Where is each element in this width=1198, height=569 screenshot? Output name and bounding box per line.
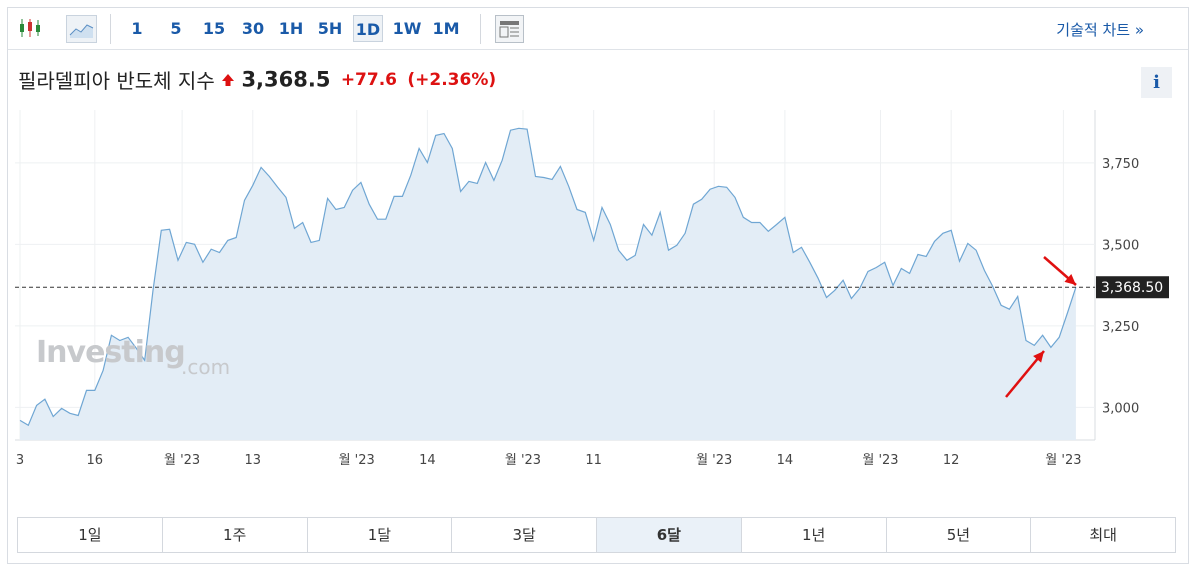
x-tick-label: 3 — [16, 453, 24, 468]
toolbar: 1 5 15 30 1H 5H 1D 1W 1M 기술적 차트 » — [8, 8, 1188, 50]
x-tick-label: 월 '23 — [339, 453, 375, 468]
separator — [110, 14, 111, 44]
x-tick-label: 14 — [419, 453, 436, 468]
range-button[interactable]: 5년 — [885, 518, 1031, 552]
x-tick-label: 16 — [87, 453, 104, 468]
range-selector: 1일 1주 1달 3달 6달 1년 5년 최대 — [17, 517, 1176, 553]
area — [20, 128, 1076, 441]
last-price-box — [1096, 276, 1169, 299]
technical-chart-link[interactable]: 기술적 차트 » — [1056, 21, 1144, 39]
x-tick-label: 월 '23 — [696, 453, 732, 468]
interval-button[interactable]: 5H — [317, 19, 343, 38]
change: +77.6 — [340, 69, 398, 90]
x-tick-label: 11 — [585, 453, 602, 468]
x-tick-label: 월 '23 — [1045, 453, 1081, 468]
up-arrow — [222, 73, 235, 86]
y-tick-label: 3,750 — [1102, 157, 1139, 172]
interval-button[interactable]: 1W — [392, 19, 422, 38]
y-tick-label: 3,500 — [1102, 238, 1139, 253]
y-tick-label: 3,000 — [1102, 401, 1139, 416]
x-tick-label: 월 '23 — [862, 453, 898, 468]
range-button[interactable]: 1주 — [161, 518, 307, 552]
x-tick-label: 13 — [245, 453, 262, 468]
index-name: 필라델피아 반도체 지수 — [18, 69, 215, 93]
annotation-arrowhead — [1033, 351, 1044, 363]
x-tick-label: 12 — [943, 453, 960, 468]
plot: 3,000 3,250 3,500 3,750 3 16 월 '23 13 월 '23 14 월 '… — [15, 110, 1169, 468]
chart: 3,000 3,250 3,500 3,750 3 16 월 '23 13 월 '23 14 월 '… — [15, 110, 1169, 468]
price: 3,368.5 — [241, 67, 331, 92]
line — [19, 127, 1077, 427]
separator — [480, 14, 481, 44]
range-button[interactable]: 1일 — [78, 526, 102, 544]
watermark-suffix: .com — [181, 355, 230, 379]
y-tick-label: 3,250 — [1102, 320, 1139, 335]
last-price-label: 3,368.50 — [1101, 280, 1163, 296]
interval-button[interactable]: 1M — [432, 19, 460, 38]
interval-button[interactable]: 1H — [278, 19, 304, 38]
x-tick-label: 14 — [777, 453, 794, 468]
annotation-arrowhead — [1064, 273, 1076, 285]
range-button[interactable]: 최대 — [1030, 518, 1175, 552]
quote-header: 필라델피아 반도체 지수 3,368.5 +77.6 (+2.36%) — [18, 65, 496, 95]
range-button[interactable]: 6달 — [596, 518, 741, 552]
interval-button[interactable]: 30 — [241, 19, 265, 38]
interval-button[interactable]: 1 — [131, 19, 143, 38]
range-button[interactable]: 1년 — [740, 518, 886, 552]
range-button[interactable]: 1달 — [306, 518, 452, 552]
info-button[interactable]: i — [1141, 67, 1172, 98]
interval-button[interactable]: 1D — [353, 15, 383, 42]
area-icon[interactable] — [66, 15, 97, 43]
x-tick-label: 월 '23 — [164, 453, 200, 468]
interval-button[interactable]: 15 — [202, 19, 226, 38]
widget: 1 5 15 30 1H 5H 1D 1W 1M 기술적 차트 » 필라델피아 … — [7, 7, 1189, 564]
range-button[interactable]: 3달 — [451, 518, 596, 552]
layout-icon[interactable] — [495, 15, 524, 43]
x-tick-label: 월 '23 — [505, 453, 541, 468]
candle-icon[interactable] — [18, 17, 44, 39]
watermark-brand: Investing — [36, 335, 185, 370]
interval-button[interactable]: 5 — [170, 19, 182, 38]
change-percent: (+2.36%) — [407, 69, 497, 90]
